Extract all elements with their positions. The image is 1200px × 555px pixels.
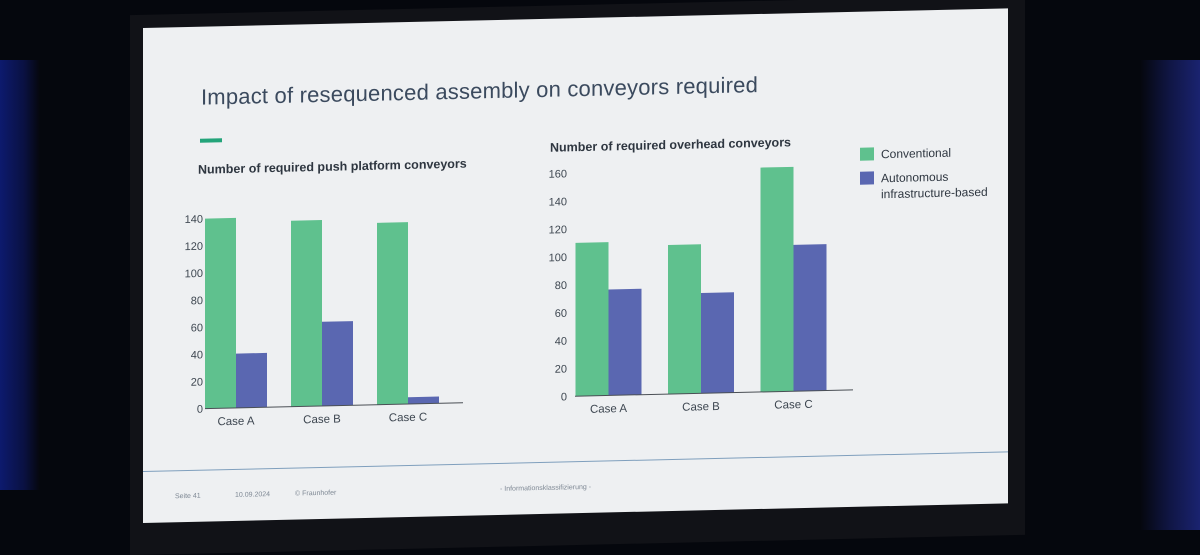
x-tick-label: Case C xyxy=(389,412,427,425)
bar-conventional-case-b xyxy=(291,220,322,407)
footer-copyright: © Fraunhofer xyxy=(295,489,337,498)
bar-autonomous-case-a xyxy=(236,352,267,408)
y-tick-label: 0 xyxy=(561,391,567,403)
bar-conventional-case-a xyxy=(205,217,236,409)
legend-swatch-conventional xyxy=(860,147,874,161)
legend-swatch-autonomous xyxy=(860,171,874,185)
x-tick-label: Case A xyxy=(217,415,254,428)
chart-legend: Conventional Autonomous infrastructure-b… xyxy=(860,146,988,201)
overhead-chart: Number of required overhead conveyors 0 2… xyxy=(549,135,853,416)
y-tick-label: 40 xyxy=(191,349,203,361)
bar-conventional-case-c xyxy=(377,222,408,405)
y-tick-label: 120 xyxy=(185,241,203,253)
bar-autonomous-case-b xyxy=(701,292,734,394)
y-tick-label: 80 xyxy=(555,280,567,292)
y-tick-label: 100 xyxy=(549,252,567,264)
y-tick-label: 80 xyxy=(191,295,203,307)
x-tick-label: Case B xyxy=(682,401,720,414)
x-axis-line xyxy=(575,389,853,397)
push-platform-chart: Number of required push platform conveyo… xyxy=(185,157,467,429)
room-light-left xyxy=(0,60,40,490)
chart-title: Number of required push platform conveyo… xyxy=(198,157,467,177)
x-tick-label: Case A xyxy=(590,403,627,416)
y-tick-label: 140 xyxy=(549,196,567,208)
y-tick-label: 20 xyxy=(555,364,567,376)
room-light-right xyxy=(1140,60,1200,530)
presentation-slide: Impact of resequenced assembly on convey… xyxy=(143,8,1008,523)
y-tick-label: 0 xyxy=(197,404,203,416)
x-axis-line xyxy=(205,402,463,410)
legend-label-autonomous-line2: infrastructure-based xyxy=(881,185,988,201)
x-tick-label: Case C xyxy=(774,399,812,412)
y-tick-label: 60 xyxy=(191,322,203,334)
x-tick-label: Case B xyxy=(303,414,341,427)
bar-autonomous-case-b xyxy=(322,321,353,406)
bar-conventional-case-b xyxy=(668,244,701,395)
footer-classification: - Informationsklassifizierung - xyxy=(500,483,592,493)
y-tick-label: 40 xyxy=(555,336,567,348)
bar-autonomous-case-a xyxy=(608,288,642,396)
bar-autonomous-case-c xyxy=(793,244,827,392)
y-tick-label: 100 xyxy=(185,268,203,280)
y-tick-label: 140 xyxy=(185,214,203,226)
y-tick-label: 160 xyxy=(549,168,567,180)
footer-page: Seite 41 xyxy=(175,492,201,501)
charts-canvas: Number of required push platform conveyo… xyxy=(185,135,988,429)
chart-title: Number of required overhead conveyors xyxy=(550,135,791,154)
bar-autonomous-case-c xyxy=(408,396,439,404)
y-tick-label: 120 xyxy=(549,224,567,236)
legend-label-autonomous: Autonomous xyxy=(881,170,948,186)
legend-label-conventional: Conventional xyxy=(881,146,951,162)
footer-date: 10.09.2024 xyxy=(235,491,271,499)
y-tick-label: 60 xyxy=(555,308,567,320)
y-tick-label: 20 xyxy=(191,376,203,388)
bar-conventional-case-c xyxy=(760,166,794,392)
bar-conventional-case-a xyxy=(575,242,609,397)
